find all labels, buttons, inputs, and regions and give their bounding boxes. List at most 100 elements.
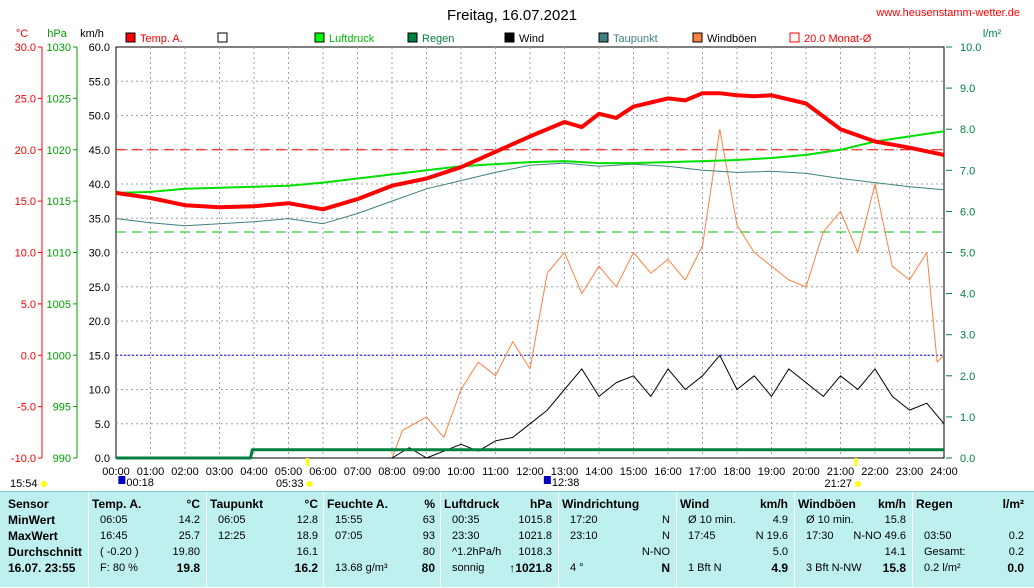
legend-label: Temp. A.	[140, 33, 183, 45]
legend-label: Luftdruck	[329, 33, 375, 45]
cell-value: 15.8	[884, 514, 906, 526]
markers: 15:54 05:33 21:27 00:18 12:38	[10, 458, 862, 490]
temp-tick-label: 5.0	[21, 299, 36, 311]
legend-swatch	[692, 32, 703, 43]
cell-note: 17:30	[806, 530, 834, 542]
legend-swatch	[407, 32, 418, 43]
cell-note: 23:30	[452, 530, 480, 542]
speed-tick-label: 15.0	[89, 350, 110, 362]
column-separator	[440, 492, 441, 588]
cell-value: 5.0	[772, 546, 788, 558]
column-header: Feuchte A.	[327, 497, 388, 511]
series-lines	[115, 91, 945, 460]
cell-note: 06:05	[218, 514, 246, 526]
column-separator	[794, 492, 795, 588]
series-luftdruck	[115, 130, 945, 194]
pressure-tick-label: 1000	[47, 350, 71, 362]
column-header: Windböen	[798, 497, 856, 511]
column-unit: l/m²	[1002, 497, 1024, 511]
cell-note: Ø 10 min.	[688, 514, 736, 526]
column-unit: °C	[186, 497, 200, 511]
cell-value: N 19.6	[755, 530, 788, 542]
speed-tick-label: 25.0	[89, 282, 110, 294]
cell-note: 15:55	[335, 514, 363, 526]
speed-unit: km/h	[80, 28, 104, 40]
time-tick-label: 17:00	[689, 466, 717, 478]
legend-swatch	[789, 32, 800, 43]
speed-tick-label: 55.0	[89, 76, 110, 88]
column-separator	[88, 492, 89, 588]
temp-tick-label: -10.0	[11, 453, 36, 465]
legend-swatch	[217, 32, 228, 43]
temp-tick-label: 25.0	[15, 93, 36, 105]
cell-value: 18.9	[296, 530, 318, 542]
pressure-tick-label: 1010	[47, 248, 71, 260]
time-tick-label: 04:00	[240, 466, 268, 478]
cell-note: 3 Bft N-NW	[806, 562, 862, 574]
time-tick-label: 08:00	[378, 466, 406, 478]
series-regen	[116, 448, 944, 460]
rain-tick-label: 5.0	[960, 248, 975, 260]
time-tick-label: 24:00	[930, 466, 958, 478]
legend-label: 20.0 Monat-Ø	[804, 33, 872, 45]
sunset-label: 21:27	[824, 478, 852, 490]
grid	[115, 46, 945, 459]
legend-swatch	[504, 32, 515, 43]
rain-tick-label: 4.0	[960, 289, 975, 301]
legend-label: Wind	[519, 33, 544, 45]
cell-value: ↑1021.8	[509, 561, 552, 575]
max-marker-icon	[543, 476, 551, 484]
cell-value: N	[661, 561, 670, 575]
column-header: Taupunkt	[210, 497, 264, 511]
column-unit: hPa	[529, 497, 552, 511]
legend-swatch	[598, 32, 609, 43]
pressure-tick-label: 1030	[47, 42, 71, 54]
pressure-tick-label: 1005	[47, 299, 71, 311]
speed-tick-label: 5.0	[95, 419, 110, 431]
speed-tick-label: 30.0	[89, 248, 110, 260]
column-unit: %	[424, 497, 435, 511]
speed-tick-label: 20.0	[89, 316, 110, 328]
cell-note: 03:50	[924, 530, 952, 542]
speed-tick-label: 40.0	[89, 179, 110, 191]
rain-tick-label: 9.0	[960, 83, 975, 95]
cell-value: 16.1	[296, 546, 318, 558]
cell-value: 80	[421, 561, 435, 575]
cell-value: 19.8	[176, 561, 200, 575]
cell-note: 17:20	[570, 514, 598, 526]
column-unit: km/h	[759, 497, 788, 511]
cell-value: 4.9	[772, 514, 788, 526]
sunrise-label: 05:33	[276, 478, 304, 490]
temp-tick-label: 0.0	[21, 350, 36, 362]
cell-note: 00:35	[452, 514, 480, 526]
website-link[interactable]: www.heusenstamm-wetter.de	[875, 7, 1020, 19]
speed-tick-label: 45.0	[89, 145, 110, 157]
cell-value: 15.8	[882, 561, 906, 575]
min-label: MinWert	[8, 513, 56, 527]
pressure-tick-label: 1025	[47, 93, 71, 105]
speed-tick-label: 10.0	[89, 385, 110, 397]
pressure-tick-label: 1020	[47, 145, 71, 157]
pressure-tick-label: 1015	[47, 196, 71, 208]
max-time-label: 12:38	[552, 477, 580, 489]
cell-value: 19.80	[172, 546, 200, 558]
temp-tick-label: 30.0	[15, 42, 36, 54]
time-tick-label: 15:00	[620, 466, 648, 478]
time-tick-label: 11:00	[482, 466, 509, 478]
cell-value: N	[662, 514, 670, 526]
time-tick-label: 14:00	[585, 466, 613, 478]
cell-value: 0.2	[1008, 546, 1024, 558]
sun-icon	[41, 481, 47, 487]
weather-chart: Freitag, 16.07.2021 www.heusenstamm-wett…	[10, 7, 1020, 490]
time-tick-label: 05:00	[275, 466, 303, 478]
rain-tick-label: 6.0	[960, 206, 975, 218]
cell-note: Ø 10 min.	[806, 514, 854, 526]
cell-value: 16.2	[294, 561, 318, 575]
column-separator	[912, 492, 913, 588]
cell-value: 14.2	[178, 514, 200, 526]
cell-note: F: 80 %	[100, 562, 138, 574]
series-windb-en	[116, 128, 945, 459]
current-time-label: 15:54	[10, 478, 38, 490]
time-tick-label: 03:00	[206, 466, 234, 478]
cell-note: Gesamt:	[924, 546, 966, 558]
